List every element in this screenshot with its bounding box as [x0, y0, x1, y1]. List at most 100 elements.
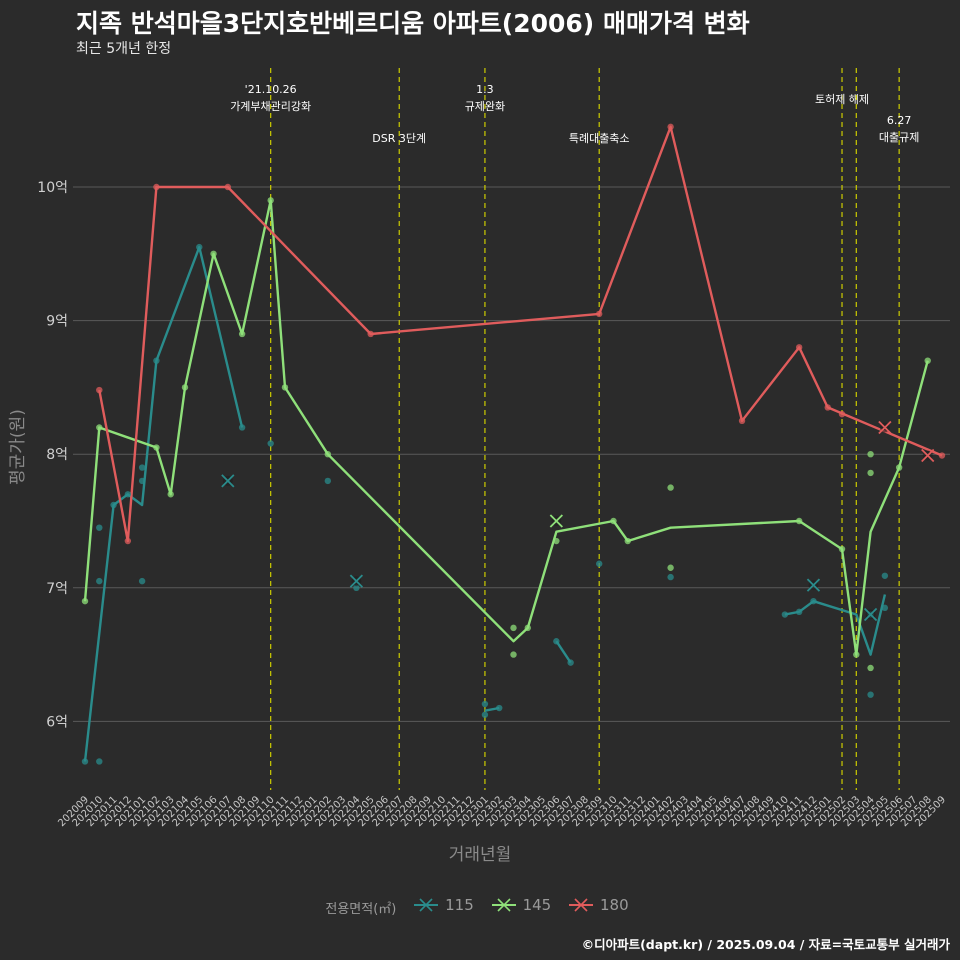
latest-marker-115 — [806, 578, 821, 592]
data-point-180 — [824, 404, 831, 411]
latest-marker-115 — [863, 607, 878, 622]
point-layer — [81, 123, 946, 765]
legend-label-180: 180 — [599, 896, 629, 914]
event-label: 가계부채관리강화 — [230, 100, 311, 113]
data-point-115 — [596, 560, 603, 567]
event-label: 대출규제 — [879, 131, 919, 144]
legend-swatch-180 — [568, 898, 593, 912]
event-label: 규제완화 — [465, 100, 505, 113]
data-point-145 — [167, 491, 174, 498]
legend-swatch-115 — [414, 898, 439, 912]
data-point-145 — [895, 464, 903, 471]
source-caption: ©디아파트(dapt.kr) / 2025.09.04 / 자료=국토교통부 실… — [581, 937, 950, 952]
legend-item-145[interactable]: 145 — [491, 896, 552, 914]
data-point-115 — [124, 491, 132, 498]
data-point-145 — [924, 357, 931, 364]
event-label: 특례대출축소 — [569, 132, 630, 145]
event-label: 1.3 — [476, 83, 494, 96]
data-point-145 — [324, 451, 332, 458]
y-tick-label: 9억 — [46, 314, 68, 330]
event-label: '21.10.26 — [245, 83, 297, 96]
data-point-145 — [624, 537, 631, 545]
data-point-180 — [938, 452, 946, 459]
latest-marker-180 — [921, 448, 935, 463]
data-point-115 — [353, 584, 360, 591]
data-point-180 — [738, 417, 746, 424]
data-point-145 — [867, 469, 874, 477]
data-point-180 — [667, 123, 674, 131]
data-point-145 — [238, 330, 246, 338]
series-line-115 — [555, 640, 572, 664]
y-tick-label: 6억 — [46, 714, 68, 730]
data-point-115 — [567, 659, 574, 666]
data-point-145 — [153, 444, 160, 451]
data-point-180 — [838, 410, 846, 418]
data-point-115 — [238, 424, 246, 431]
y-tick-label: 7억 — [46, 581, 68, 597]
data-point-180 — [596, 310, 603, 318]
chart-subtitle: 최근 5개년 한정 — [76, 41, 172, 57]
chart-title: 지족 반석마을3단지호반베르디움 아파트(2006) 매매가격 변화 — [76, 9, 750, 38]
x-axis-label: 거래년월 — [448, 845, 512, 865]
y-tick-label: 10억 — [37, 180, 68, 196]
data-point-115 — [96, 577, 103, 585]
data-point-115 — [138, 477, 146, 485]
event-label: 토허제 해제 — [815, 92, 869, 106]
legend-swatch-145 — [491, 898, 516, 912]
data-point-115 — [267, 440, 274, 447]
legend-label-115: 115 — [445, 896, 474, 914]
data-point-115 — [496, 704, 503, 712]
data-point-115 — [810, 597, 817, 605]
data-point-145 — [667, 564, 674, 571]
data-point-145 — [524, 624, 531, 632]
data-point-145 — [838, 545, 846, 553]
axis-layer: 6억7억8억9억10억20200920201020201120201220210… — [37, 180, 948, 829]
event-label: DSR 3단계 — [372, 132, 426, 145]
data-point-115 — [324, 477, 332, 485]
data-point-145 — [867, 664, 874, 672]
data-point-115 — [667, 573, 674, 581]
data-point-115 — [81, 758, 89, 765]
data-point-115 — [153, 357, 160, 364]
latest-marker-115 — [349, 574, 364, 588]
line-layer — [83, 125, 943, 762]
data-point-115 — [781, 611, 789, 618]
data-point-145 — [510, 624, 517, 632]
data-point-115 — [481, 700, 489, 708]
event-label: 6.27 — [887, 114, 912, 127]
latest-marker-180 — [878, 420, 892, 435]
y-axis-label: 평균가(원) — [8, 409, 28, 485]
legend-item-180[interactable]: 180 — [568, 896, 629, 914]
legend-title: 전용면적(㎡) — [325, 902, 397, 917]
data-point-115 — [196, 243, 203, 251]
series-line-145 — [83, 199, 929, 656]
data-point-145 — [96, 424, 103, 431]
data-point-180 — [224, 183, 232, 191]
data-point-145 — [853, 651, 860, 658]
data-point-145 — [795, 517, 803, 525]
legend: 전용면적(㎡) 115 145 180 — [0, 896, 960, 917]
data-point-145 — [610, 517, 617, 525]
data-point-115 — [881, 604, 889, 612]
data-point-180 — [96, 386, 103, 394]
series-line-115 — [784, 594, 887, 656]
legend-label-145: 145 — [522, 896, 552, 914]
data-point-115 — [481, 711, 489, 718]
data-point-115 — [110, 501, 117, 509]
data-point-180 — [153, 183, 160, 191]
data-point-180 — [795, 344, 803, 351]
legend-item-115[interactable]: 115 — [413, 896, 474, 914]
data-point-115 — [881, 572, 889, 579]
data-point-180 — [367, 330, 374, 338]
data-point-180 — [124, 537, 132, 545]
series-line-115 — [83, 245, 244, 762]
latest-marker-145 — [549, 514, 563, 528]
data-point-115 — [867, 691, 874, 698]
data-point-145 — [510, 651, 517, 658]
data-point-115 — [138, 577, 146, 585]
data-point-115 — [138, 464, 146, 471]
data-point-115 — [553, 638, 560, 645]
data-point-145 — [267, 197, 274, 204]
